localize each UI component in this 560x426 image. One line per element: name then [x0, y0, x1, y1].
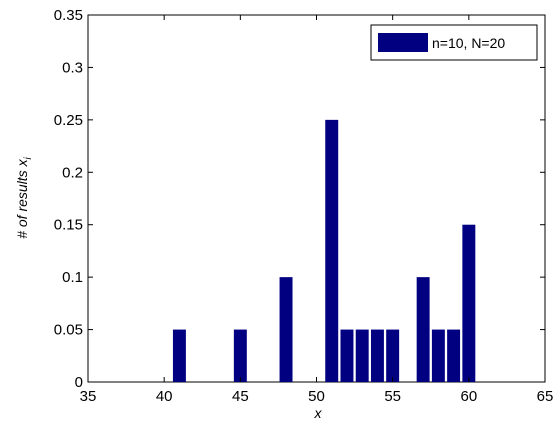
y-axis-label-subscript: i [23, 156, 34, 159]
y-tick-label: 0.1 [62, 269, 83, 286]
y-axis-label-main: # of results x [14, 158, 30, 238]
y-tick-label: 0.35 [54, 7, 83, 24]
x-tick-label: 35 [80, 388, 97, 405]
y-axis-label: # of results xi [14, 156, 34, 238]
legend-label: n=10, N=20 [432, 35, 505, 51]
bar-x-57 [416, 277, 430, 382]
bar-x-45 [233, 329, 247, 382]
x-tick-label: 55 [384, 388, 401, 405]
y-tick-label: 0.3 [62, 59, 83, 76]
bar-x-48 [279, 277, 293, 382]
x-tick-label: 50 [308, 388, 325, 405]
bar-x-51 [325, 119, 339, 383]
y-tick-label: 0.2 [62, 164, 83, 181]
x-tick-label: 45 [232, 388, 249, 405]
bar-x-55 [386, 329, 400, 382]
bar-x-54 [370, 329, 384, 382]
bar-x-58 [431, 329, 445, 382]
y-tick-label: 0.15 [54, 217, 83, 234]
y-tick-label: 0.05 [54, 322, 83, 339]
x-tick-label: 40 [156, 388, 173, 405]
x-tick-label: 65 [537, 388, 554, 405]
bar-x-60 [462, 224, 476, 382]
y-tick-label: 0.25 [54, 112, 83, 129]
bar-x-41 [172, 329, 186, 382]
plot-area [87, 14, 546, 383]
legend: n=10, N=20 [370, 24, 538, 61]
x-tick-label: 60 [460, 388, 477, 405]
y-tick-label: 0 [75, 374, 83, 391]
bar-x-53 [355, 329, 369, 382]
bars-group [172, 119, 476, 383]
bar-x-59 [447, 329, 461, 382]
x-axis-ticks: 35 40 45 50 55 60 65 [80, 15, 554, 405]
x-axis-label: x [314, 405, 323, 421]
y-axis-ticks: 0 0.05 0.1 0.15 0.2 0.25 0.3 0.35 [54, 7, 545, 391]
bar-x-52 [340, 329, 354, 382]
legend-swatch [378, 33, 428, 52]
